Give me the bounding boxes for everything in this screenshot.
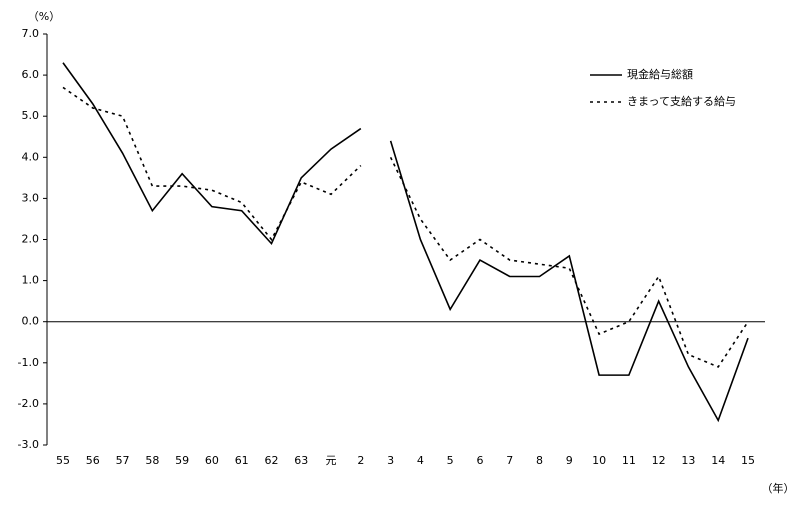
x-tick-label: 10 xyxy=(592,454,606,467)
x-unit: （年） xyxy=(762,481,795,495)
y-tick-label: -3.0 xyxy=(18,438,39,451)
series-line xyxy=(389,156,749,368)
x-tick-label: 59 xyxy=(175,454,189,467)
y-unit: （%） xyxy=(28,10,60,23)
x-tick-label: 4 xyxy=(417,454,424,467)
x-tick-label: 62 xyxy=(264,454,278,467)
legend-label: 現金給与総額 xyxy=(627,67,693,81)
x-tick-label: 8 xyxy=(536,454,543,467)
x-tick-label: 14 xyxy=(711,454,725,467)
legend-label: きまって支給する給与 xyxy=(627,94,736,108)
x-tick-label: 5 xyxy=(447,454,454,467)
x-tick-label: 63 xyxy=(294,454,308,467)
y-tick-label: 1.0 xyxy=(22,274,40,287)
x-tick-label: 12 xyxy=(652,454,666,467)
series-line xyxy=(389,140,749,423)
x-tick-label: 61 xyxy=(235,454,249,467)
x-tick-label: 元 xyxy=(326,454,337,467)
y-tick-label: -2.0 xyxy=(18,397,39,410)
x-tick-label: 56 xyxy=(86,454,100,467)
x-tick-label: 57 xyxy=(116,454,130,467)
x-tick-label: 55 xyxy=(56,454,70,467)
y-tick-label: 6.0 xyxy=(22,68,40,81)
x-tick-label: 9 xyxy=(566,454,573,467)
y-tick-label: 5.0 xyxy=(22,109,40,122)
x-tick-label: 15 xyxy=(741,454,755,467)
x-tick-label: 13 xyxy=(681,454,695,467)
y-tick-label: -1.0 xyxy=(18,356,39,369)
x-tick-label: 60 xyxy=(205,454,219,467)
series-line xyxy=(62,86,362,241)
y-tick-label: 3.0 xyxy=(22,191,40,204)
x-tick-label: 58 xyxy=(145,454,159,467)
x-tick-label: 2 xyxy=(357,454,364,467)
y-tick-label: 7.0 xyxy=(22,27,40,40)
y-tick-label: 2.0 xyxy=(22,233,40,246)
x-tick-label: 6 xyxy=(476,454,483,467)
y-tick-label: 0.0 xyxy=(22,315,40,328)
y-tick-label: 4.0 xyxy=(22,150,40,163)
x-tick-label: 7 xyxy=(506,454,513,467)
x-tick-label: 11 xyxy=(622,454,636,467)
series-line xyxy=(62,62,362,246)
x-tick-label: 3 xyxy=(387,454,394,467)
